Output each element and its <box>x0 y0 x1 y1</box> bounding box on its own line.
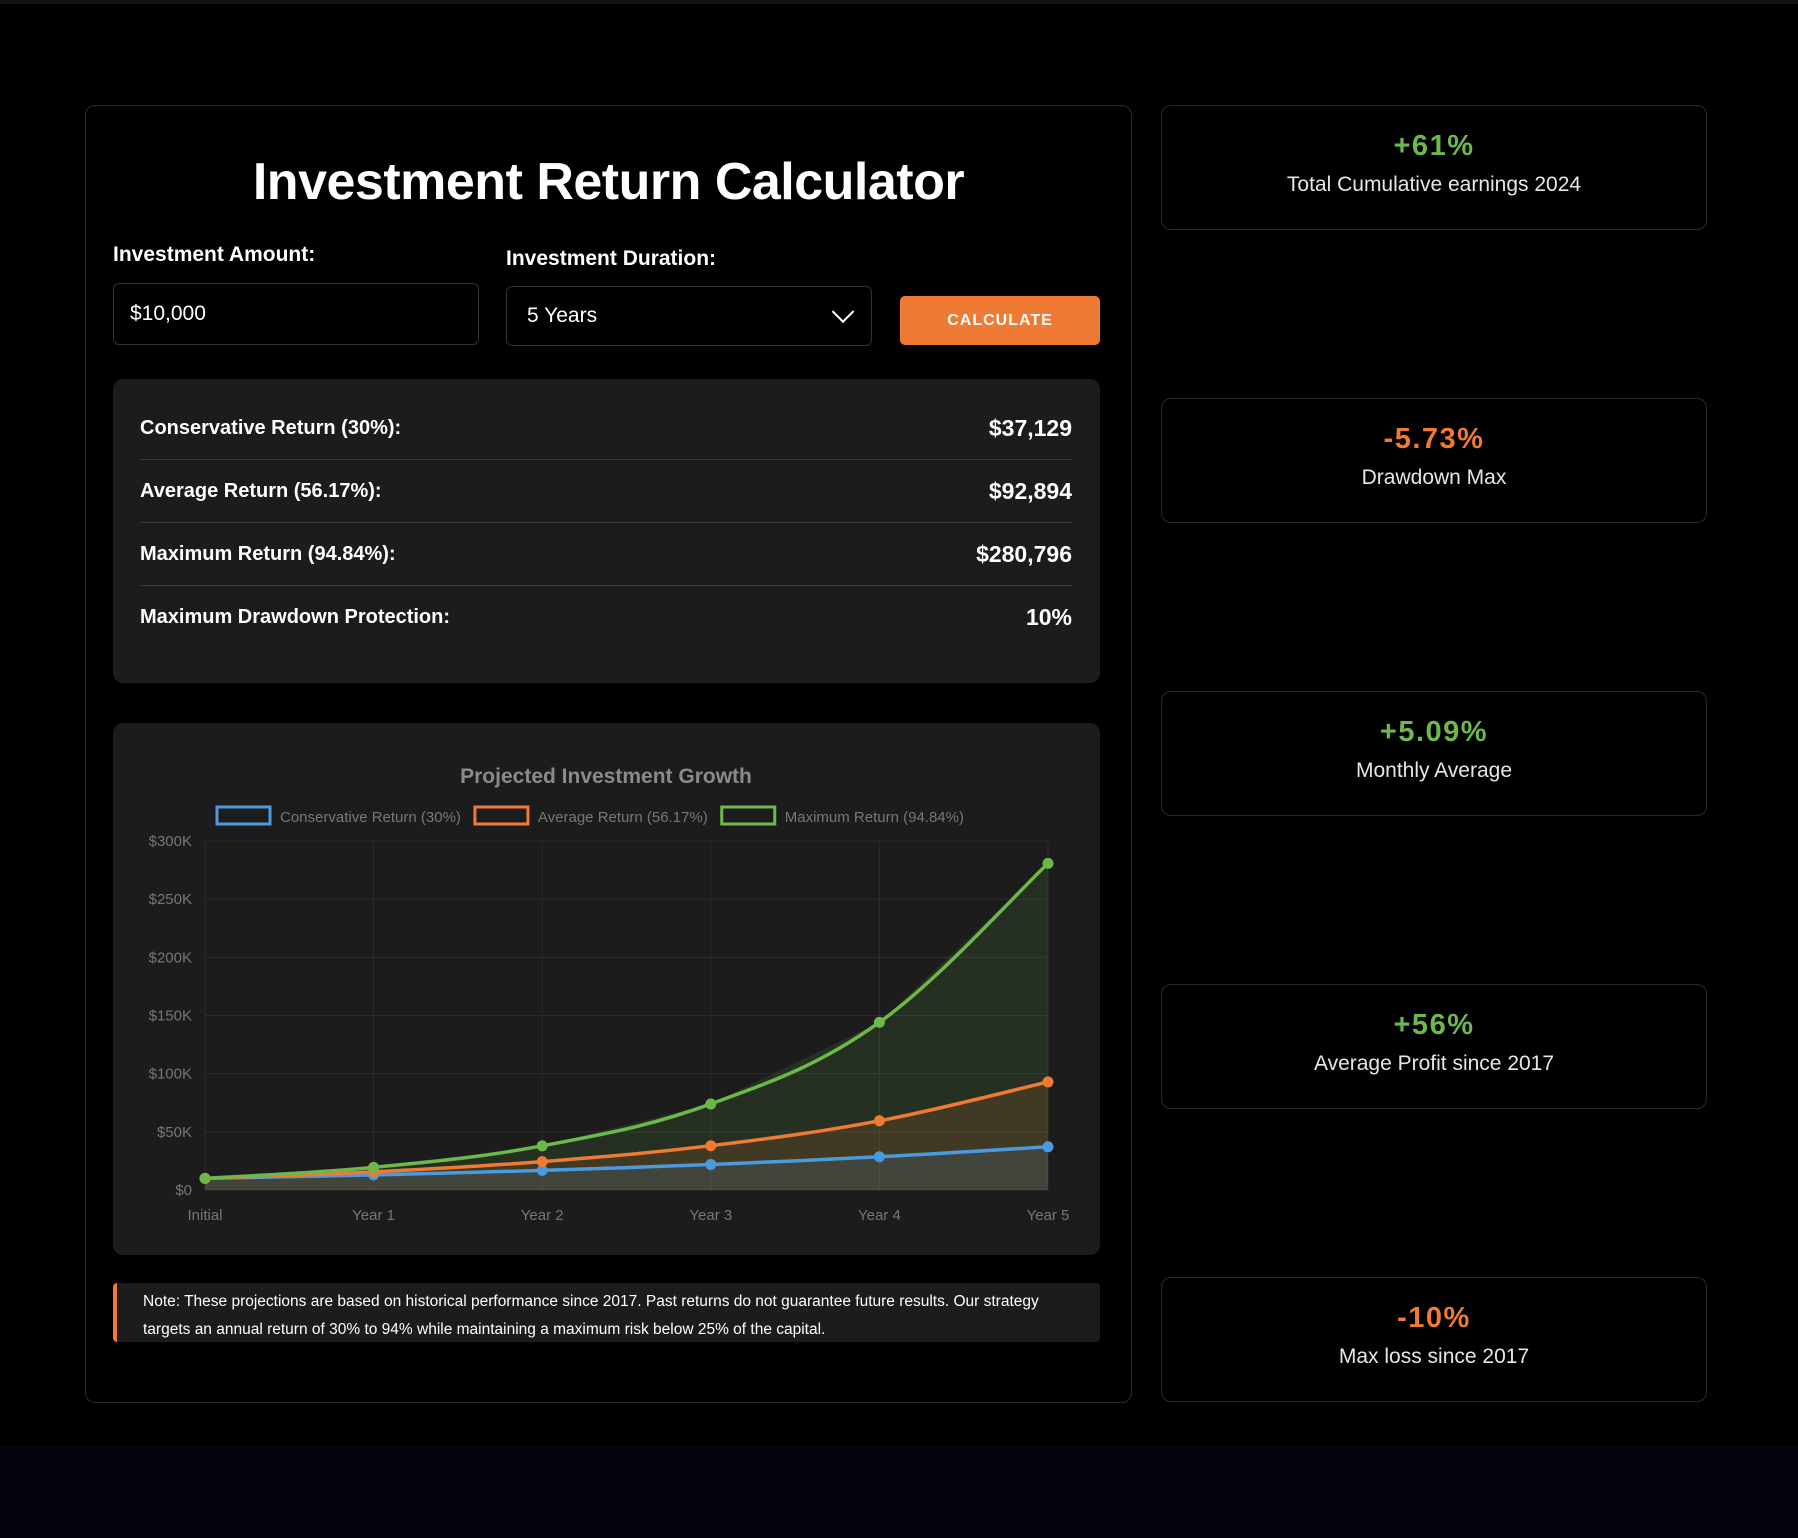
data-point <box>873 1151 885 1163</box>
y-tick-label: $50K <box>157 1124 192 1141</box>
data-point <box>199 1172 211 1184</box>
results-panel: Conservative Return (30%): $37,129 Avera… <box>113 379 1100 683</box>
footer-band <box>0 1446 1798 1538</box>
result-value: 10% <box>1025 603 1072 630</box>
data-point <box>536 1140 548 1152</box>
data-point <box>368 1161 380 1173</box>
series-line <box>204 1145 1049 1181</box>
data-point <box>536 1156 548 1168</box>
page-title: Investment Return Calculator <box>252 153 965 211</box>
data-point <box>1042 857 1054 869</box>
x-tick-label: Initial <box>187 1207 222 1224</box>
growth-chart-panel: Projected Investment Growth $0 $50K $100K $1… <box>113 723 1100 1255</box>
stat-card-monthly-average: +5.09% Monthly Average <box>1161 691 1707 816</box>
result-row-drawdown: Maximum Drawdown Protection: 10% <box>140 586 1072 648</box>
series-area <box>205 1081 1048 1190</box>
series-line <box>204 1080 1049 1181</box>
x-tick-label: Year 4 <box>858 1207 901 1224</box>
calculator-panel: Investment Return Calculator Investment … <box>85 105 1132 1403</box>
duration-select[interactable]: 5 Years <box>506 286 872 346</box>
result-value: $280,796 <box>976 540 1072 567</box>
legend-label: Average Return (56.17%) <box>538 809 708 826</box>
result-row-maximum: Maximum Return (94.84%): $280,796 <box>140 523 1072 586</box>
y-tick-label: $250K <box>149 891 192 908</box>
stat-card-average-profit: +56% Average Profit since 2017 <box>1161 984 1707 1109</box>
stat-value: -5.73% <box>1383 423 1485 455</box>
data-point <box>873 1016 885 1028</box>
data-point <box>1042 1076 1054 1088</box>
stat-card-max-loss: -10% Max loss since 2017 <box>1161 1277 1707 1402</box>
data-point <box>705 1140 717 1152</box>
legend-label: Conservative Return (30%) <box>280 809 461 826</box>
y-tick-label: $0 <box>175 1182 192 1199</box>
stat-label: Average Profit since 2017 <box>1313 1052 1555 1075</box>
series-line <box>204 862 1050 1181</box>
stat-value: +56% <box>1393 1009 1475 1041</box>
data-point <box>873 1115 885 1127</box>
x-tick-label: Year 1 <box>352 1207 395 1224</box>
data-point <box>1042 1141 1054 1153</box>
data-point <box>705 1098 717 1110</box>
data-point <box>705 1158 717 1170</box>
y-tick-label: $200K <box>149 949 192 966</box>
result-row-average: Average Return (56.17%): $92,894 <box>140 460 1072 523</box>
result-value: $92,894 <box>988 477 1072 504</box>
x-tick-label: Year 3 <box>689 1207 732 1224</box>
stat-label: Total Cumulative earnings 2024 <box>1286 173 1582 196</box>
stat-value: +5.09% <box>1379 716 1489 748</box>
x-tick-label: Year 2 <box>521 1207 564 1224</box>
result-label: Maximum Drawdown Protection: <box>140 605 451 628</box>
stat-card-drawdown-max: -5.73% Drawdown Max <box>1161 398 1707 523</box>
stat-label: Monthly Average <box>1355 759 1513 782</box>
stat-value: -10% <box>1397 1302 1471 1334</box>
calculate-button[interactable]: CALCULATE <box>900 296 1100 345</box>
stat-value: +61% <box>1393 130 1475 162</box>
result-label: Maximum Return (94.84%): <box>140 542 396 565</box>
legend-swatch <box>215 805 272 826</box>
chevron-down-icon <box>831 300 855 324</box>
growth-chart: Projected Investment Growth $0 $50K $100K $1… <box>149 765 1070 1224</box>
y-tick-label: $150K <box>149 1008 192 1025</box>
y-tick-label: $300K <box>149 833 192 850</box>
duration-label: Investment Duration: <box>506 247 717 270</box>
legend-label: Maximum Return (94.84%) <box>785 809 964 826</box>
disclaimer-note: Note: These projections are based on his… <box>113 1283 1100 1342</box>
result-value: $37,129 <box>988 414 1072 441</box>
stat-label: Max loss since 2017 <box>1338 1345 1530 1368</box>
stat-card-cumulative-2024: +61% Total Cumulative earnings 2024 <box>1161 105 1707 230</box>
top-border-line <box>0 0 1798 4</box>
stat-label: Drawdown Max <box>1361 466 1507 489</box>
legend-swatch <box>473 805 530 826</box>
result-label: Conservative Return (30%): <box>140 416 402 439</box>
x-tick-label: Year 5 <box>1027 1207 1070 1224</box>
legend-swatch <box>720 805 777 826</box>
amount-label: Investment Amount: <box>113 243 316 266</box>
result-row-conservative: Conservative Return (30%): $37,129 <box>140 397 1072 460</box>
amount-input[interactable] <box>113 283 479 345</box>
result-label: Average Return (56.17%): <box>140 479 382 502</box>
y-tick-label: $100K <box>149 1066 192 1083</box>
chart-title: Projected Investment Growth <box>460 765 752 788</box>
duration-selected-value: 5 Years <box>527 304 598 327</box>
series-area <box>205 863 1048 1190</box>
